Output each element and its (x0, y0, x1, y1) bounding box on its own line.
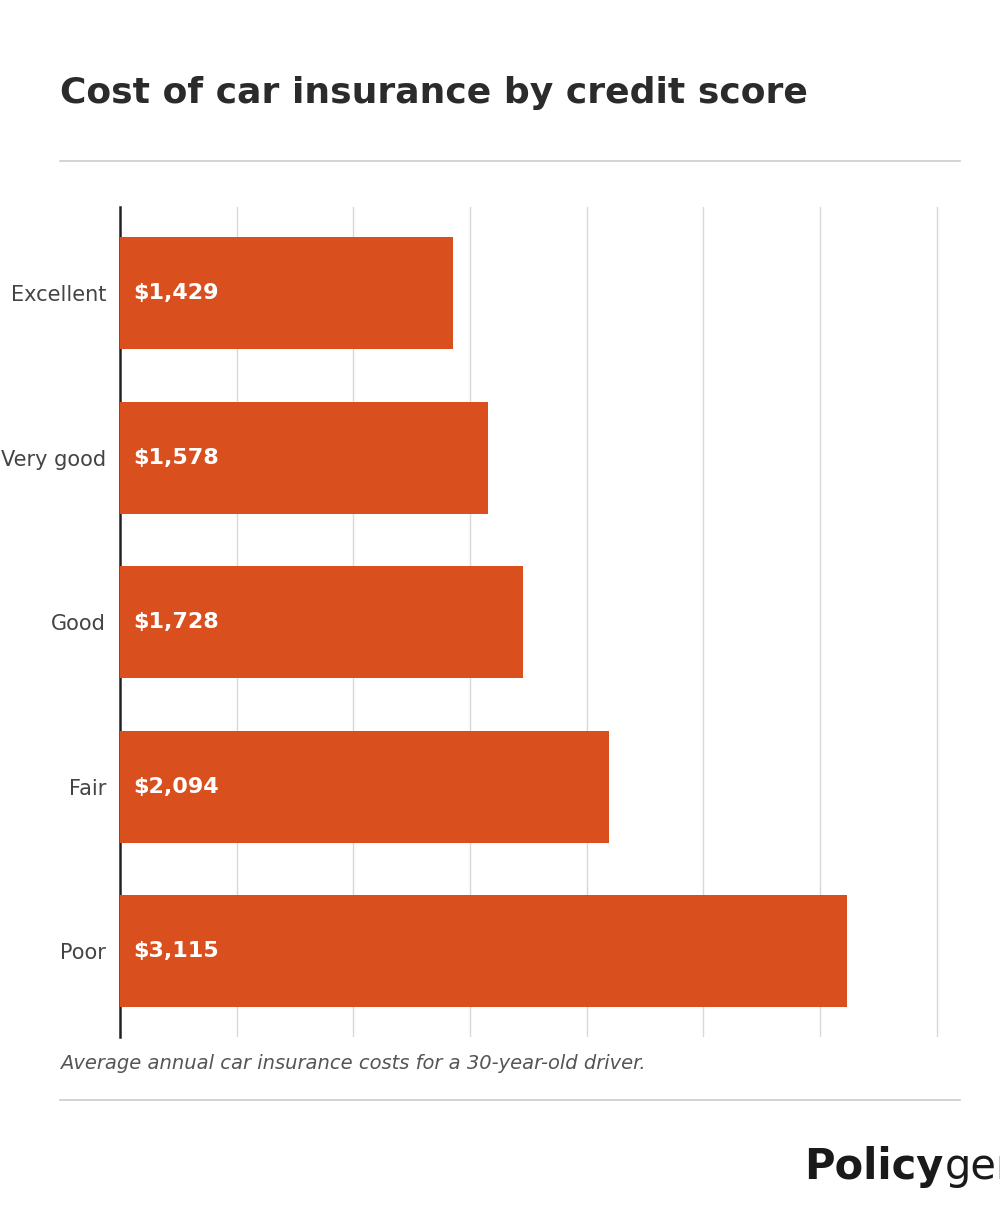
Text: Average annual car insurance costs for a 30-year-old driver.: Average annual car insurance costs for a… (60, 1054, 646, 1074)
Text: $1,728: $1,728 (133, 612, 219, 632)
Text: $2,094: $2,094 (133, 777, 218, 797)
Bar (120, 731, 609, 843)
Text: genius: genius (945, 1147, 1000, 1188)
Text: Policy: Policy (805, 1147, 944, 1188)
Bar (120, 237, 453, 349)
Bar (120, 566, 523, 678)
Text: $1,578: $1,578 (133, 448, 219, 467)
Text: $3,115: $3,115 (133, 942, 218, 961)
Bar (120, 895, 847, 1008)
Text: Cost of car insurance by credit score: Cost of car insurance by credit score (60, 76, 808, 110)
Bar (120, 401, 488, 514)
Text: $1,429: $1,429 (133, 283, 218, 303)
